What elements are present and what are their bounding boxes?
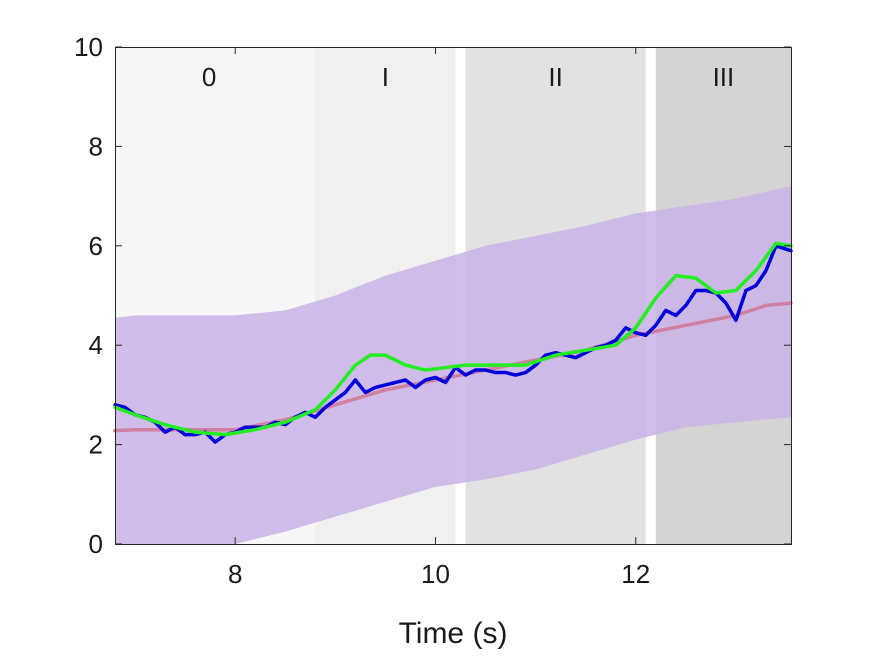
x-tick-label: 8 (228, 559, 242, 589)
phase-label: III (713, 62, 735, 92)
x-tick-label: 10 (421, 559, 450, 589)
axis-ticks: 0 2 4 6 8 10 8 10 12 (74, 32, 791, 589)
phase-label: II (548, 62, 562, 92)
plot-frame (115, 47, 792, 545)
x-tick-label: 12 (621, 559, 650, 589)
y-tick-label: 4 (89, 330, 103, 360)
phase-label: 0 (202, 62, 216, 92)
x-axis-title: Time (s) (399, 617, 508, 650)
y-tick-label: 0 (89, 529, 103, 559)
series-line (113, 241, 793, 437)
y-tick-label: 2 (89, 430, 103, 460)
phase-labels: 0 I II III (202, 62, 734, 92)
phase-label: I (382, 62, 389, 92)
y-tick-label: 8 (89, 131, 103, 161)
series-line (113, 301, 793, 433)
series-lines (113, 241, 793, 444)
y-tick-label: 6 (89, 231, 103, 261)
y-tick-label: 10 (74, 32, 103, 62)
